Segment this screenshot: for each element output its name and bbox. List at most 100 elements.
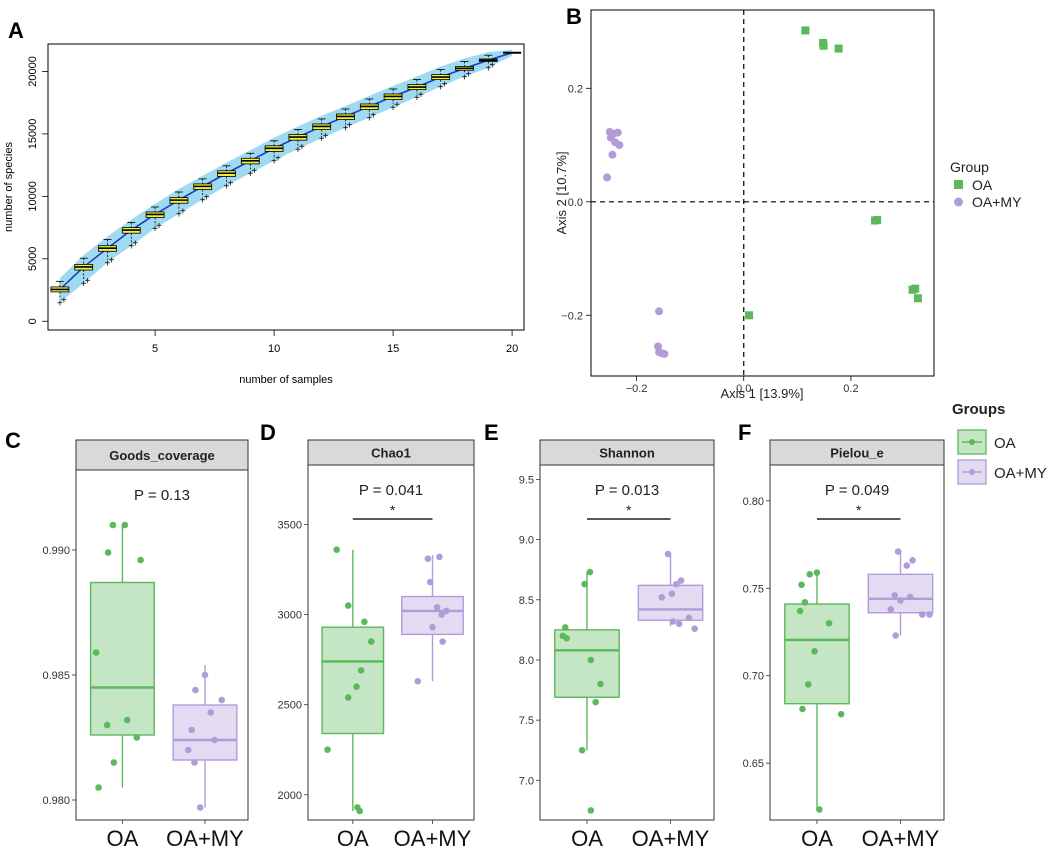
legend-oa-label: OA [972,177,993,193]
outlier-marker: + [275,154,281,165]
outlier-marker: + [462,72,468,83]
jitter-point [424,555,432,563]
outlier-marker: + [370,111,376,122]
p-value-label: P = 0.13 [134,487,190,504]
facet-strip-title: Goods_coverage [109,448,215,463]
jitter-point [813,569,821,576]
outlier-marker: + [132,239,138,250]
jitter-point [361,618,368,626]
point-oa [801,26,810,35]
confidence-band [59,49,513,303]
jitter-point [592,698,599,706]
box-body [637,584,704,621]
jitter-point [825,619,833,627]
jitter-point [356,807,364,815]
jitter-point [903,562,911,569]
jitter-point [926,611,933,618]
jitter-point [353,683,360,690]
jitter-point [906,593,914,601]
box-body [321,626,385,735]
jitter-point [578,746,586,754]
outlier-marker: + [81,279,87,290]
jitter-point [121,521,129,529]
groups-legend: Groups OA OA+MY [952,401,1047,485]
axis-layer: −0.2 0.0 0.2 −0.2 0.0 0.2 [561,83,858,395]
outlier-marker: + [152,224,158,235]
x-tick-label: OA [571,826,603,851]
outlier-marker: + [180,207,186,218]
jitter-point [691,625,698,632]
panel-label-b: B [566,4,582,29]
outlier-marker: + [156,221,162,232]
jitter-point [137,556,144,564]
outlier-marker: + [200,195,206,206]
jitter-point [344,602,352,609]
x-tick-label: OA [107,826,139,851]
outlier-marker: + [204,192,210,203]
x-tick-label: OA+MY [394,826,472,851]
y-tick-label: 7.5 [519,715,534,727]
point-oa [913,294,922,303]
jitter-point [887,605,895,613]
outlier-marker: + [414,93,420,104]
jitter-point [811,647,818,655]
y-tick-label: 20000 [27,56,39,87]
point-oamy [615,141,624,150]
point-oa [911,284,920,293]
y-tick-label: 0.0 [568,197,583,209]
outlier-marker: + [176,210,182,221]
jitter-point [123,716,131,724]
jitter-point [218,696,226,704]
x-tick-label: 5 [152,343,158,355]
jitter-point [581,580,588,588]
y-tick-label: 2000 [278,790,302,802]
y-tick-label: 0.990 [42,545,70,557]
plot-frame [590,9,935,377]
jitter-point [909,557,916,564]
goods-coverage-chart: Goods_coverage P = 0.13 OA OA+MY 0.980 0.985 0… [42,439,249,851]
box-body [172,704,238,761]
outlier-marker: + [228,179,234,190]
outlier-marker: + [489,61,495,72]
x-tick-label: OA+MY [632,826,710,851]
outlier-marker: + [271,157,277,168]
y-tick-label: 3500 [278,519,302,531]
y-tick-label: 2500 [278,700,302,712]
jitter-point [426,578,434,586]
point-layer [603,26,922,358]
jitter-point [95,784,102,791]
jitter-point [429,623,436,631]
panel-label-c: C [5,428,21,453]
jitter-point [443,607,450,615]
jitter-point [597,680,604,688]
jitter-point [92,649,100,656]
jitter-point [891,591,899,599]
y-tick-label: −0.2 [561,310,583,322]
jitter-point [664,550,672,558]
y-axis-title: number of species [3,142,15,232]
point-oamy [603,173,612,182]
jitter-point [918,611,926,618]
box-body [784,603,850,705]
chao1-chart: Chao1 P = 0.041 * OA OA+MY 2000 2500 3000 3500 [278,439,475,851]
outlier-marker: + [323,131,329,142]
x-tick-label: 15 [387,343,399,355]
legend-oamy-key-label: OA+MY [994,465,1047,482]
jitter-point [324,746,331,754]
jitter-point [894,548,902,555]
jitter-point [344,694,352,701]
y-tick-label: 3000 [278,610,302,622]
jitter-point [675,620,683,628]
pcoa-chart: −0.2 0.0 0.2 −0.2 0.0 0.2 Axis 1 [13.9%] Axis… [554,9,1022,401]
box-body [867,573,934,614]
outlier-marker: + [466,69,472,80]
outlier-marker: + [224,182,230,193]
x-tick-label: 0.2 [843,383,858,395]
y-tick-label: 9.0 [519,535,534,547]
jitter-point [799,705,806,713]
jitter-point [211,736,218,744]
jitter-point [110,759,118,766]
groups-legend-title: Groups [952,401,1005,418]
jitter-point [806,570,814,578]
y-tick-label: 0.980 [42,795,70,807]
